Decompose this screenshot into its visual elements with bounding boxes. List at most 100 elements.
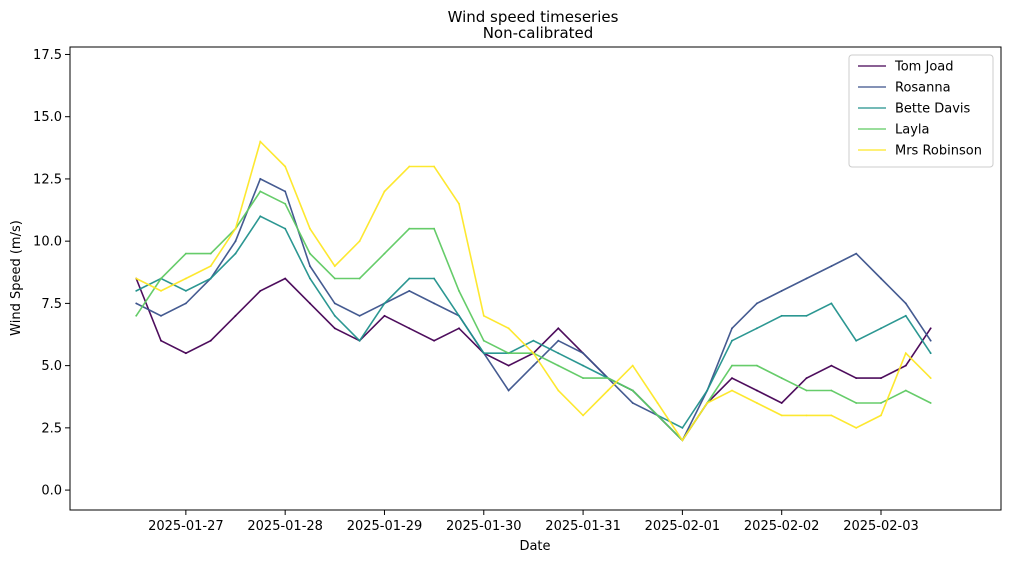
series-2-point xyxy=(135,290,138,292)
series-0-point xyxy=(855,377,858,379)
legend: Tom Joad Rosanna Bette Davis Layla Mrs Robin… xyxy=(848,54,994,168)
series-0-point xyxy=(780,402,783,404)
series-3-point xyxy=(656,414,659,417)
series-2-point xyxy=(309,277,311,280)
series-0-point xyxy=(284,277,287,280)
series-2-point xyxy=(458,314,460,317)
y-tick-label: 15.0 xyxy=(33,110,62,125)
series-0-point xyxy=(333,327,336,330)
x-tick-label: 2025-01-30 xyxy=(446,519,522,534)
series-2-point xyxy=(855,339,858,342)
series-1-point xyxy=(929,339,932,342)
series-3-point xyxy=(805,389,808,392)
series-0-point xyxy=(731,377,733,379)
series-2-point xyxy=(358,339,361,342)
series-1-point xyxy=(408,290,411,292)
series-0-point xyxy=(185,352,187,355)
legend-label: Bette Davis xyxy=(895,102,971,117)
series-2-point xyxy=(929,352,932,355)
plot-frame xyxy=(69,46,1002,511)
series-4-point xyxy=(284,165,287,168)
series-3-point xyxy=(756,364,758,367)
series-3-point xyxy=(333,277,336,280)
series-1-point xyxy=(830,265,833,267)
series-4-point xyxy=(408,165,411,168)
series-0-point xyxy=(756,389,758,392)
series-3-point xyxy=(482,339,485,342)
series-4-point xyxy=(482,314,485,317)
legend-label: Tom Joad xyxy=(894,60,954,75)
series-4-point xyxy=(433,165,435,168)
series-3-point xyxy=(160,277,162,280)
series-2-point xyxy=(482,352,485,355)
series-0-point xyxy=(458,327,460,330)
series-0-point xyxy=(234,314,237,317)
series-0-point xyxy=(209,339,212,342)
series-4-point xyxy=(904,352,907,355)
series-2-point xyxy=(383,302,386,305)
series-4-point xyxy=(582,414,584,417)
series-4-point xyxy=(333,265,336,267)
series-1-point xyxy=(507,389,510,392)
series-1-point xyxy=(433,302,435,305)
y-tick-label: 2.5 xyxy=(41,421,62,436)
series-0-point xyxy=(309,302,311,305)
series-1-point xyxy=(160,314,162,317)
y-tick-label: 10.0 xyxy=(33,235,62,250)
series-0-point xyxy=(557,327,560,330)
series-3-point xyxy=(433,227,435,230)
series-2-point xyxy=(706,389,709,392)
series-line-4 xyxy=(135,140,932,442)
y-tick-label: 0.0 xyxy=(41,484,62,499)
x-tick-label: 2025-02-01 xyxy=(645,519,721,534)
series-0-point xyxy=(160,339,162,342)
series-3-point xyxy=(135,314,138,317)
series-1-point xyxy=(855,252,858,255)
series-2-point xyxy=(557,352,560,355)
series-4-point xyxy=(731,389,733,392)
series-4-point xyxy=(706,402,709,404)
series-layer xyxy=(135,140,932,442)
series-4-point xyxy=(656,402,659,404)
series-0-point xyxy=(408,327,411,330)
series-1-point xyxy=(582,352,584,355)
series-2-point xyxy=(333,314,336,317)
series-1-point xyxy=(631,402,634,404)
series-3-point xyxy=(607,377,609,379)
series-0-point xyxy=(904,364,907,367)
series-3-point xyxy=(383,252,386,255)
series-3-point xyxy=(408,227,411,230)
chart-title: Wind speed timeseries xyxy=(448,8,619,26)
series-4-point xyxy=(557,389,560,392)
series-4-point xyxy=(805,414,808,417)
y-tick-label: 5.0 xyxy=(41,359,62,374)
series-3-point xyxy=(507,352,510,355)
series-1-point xyxy=(756,302,758,305)
series-line-3 xyxy=(135,190,932,442)
series-1-point xyxy=(731,327,733,330)
series-1-point xyxy=(185,302,187,305)
legend-label: Mrs Robinson xyxy=(895,144,982,159)
series-4-point xyxy=(631,364,634,367)
series-0-point xyxy=(830,364,833,367)
series-1-point xyxy=(234,240,237,243)
series-4-point xyxy=(507,327,510,330)
series-line-2 xyxy=(135,215,932,429)
series-0-point xyxy=(929,327,932,330)
series-4-point xyxy=(185,277,187,280)
series-3-point xyxy=(880,402,882,404)
legend-label: Rosanna xyxy=(895,81,951,96)
series-4-point xyxy=(681,439,684,442)
series-0-point xyxy=(880,377,882,379)
series-3-point xyxy=(557,364,560,367)
series-2-point xyxy=(780,314,783,317)
series-4-point xyxy=(756,402,758,404)
legend-frame xyxy=(848,54,994,168)
x-axis-ticks: 2025-01-27 2025-01-28 2025-01-29 2025-01-30… xyxy=(148,510,919,534)
series-4-point xyxy=(234,227,237,230)
series-0-point xyxy=(507,364,510,367)
series-3-point xyxy=(309,252,311,255)
series-3-point xyxy=(458,290,460,292)
series-0-point xyxy=(259,290,262,292)
series-2-point xyxy=(408,277,411,280)
